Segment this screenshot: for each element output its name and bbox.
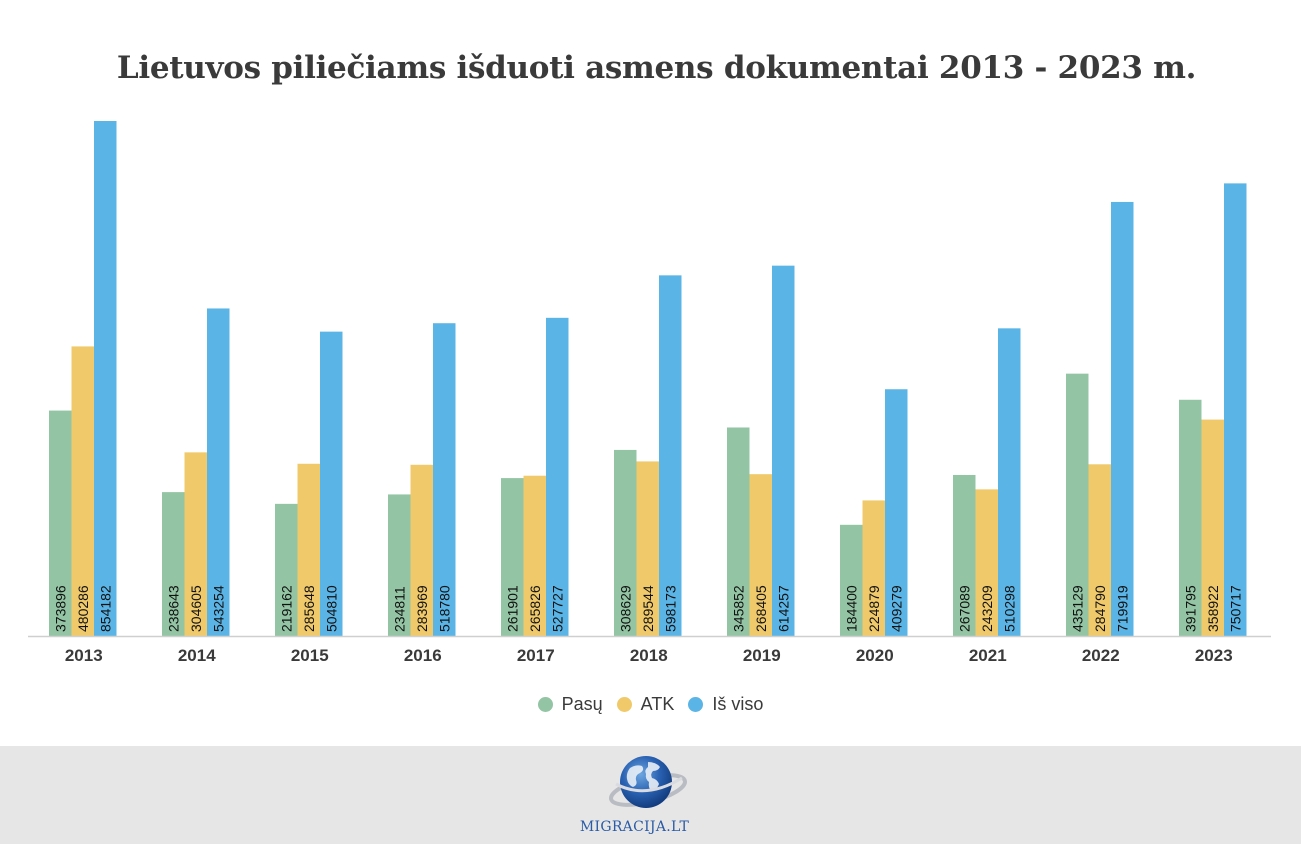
x-tick-label-2013: 2013 <box>65 646 103 665</box>
x-tick-label-2017: 2017 <box>517 646 555 665</box>
data-label-Pasų-2013: 373896 <box>52 585 68 632</box>
data-label-Pasų-2020: 184400 <box>843 585 859 632</box>
data-label-Iš viso-2021: 510298 <box>1001 585 1017 632</box>
bar-ATK-2016 <box>410 464 433 636</box>
x-tick-label-2022: 2022 <box>1082 646 1120 665</box>
data-label-ATK-2016: 283969 <box>414 585 430 632</box>
data-label-ATK-2020: 224879 <box>866 585 882 632</box>
bar-ATK-2022 <box>1088 464 1111 636</box>
bar-ATK-2014 <box>184 452 207 636</box>
data-label-Iš viso-2014: 543254 <box>210 585 226 632</box>
legend: Pasų ATK Iš viso <box>0 694 1301 715</box>
bar-Pasų-2017 <box>501 478 524 636</box>
data-label-ATK-2015: 285648 <box>301 585 317 632</box>
bar-ATK-2015 <box>297 463 320 636</box>
legend-label-is-viso: Iš viso <box>712 694 764 714</box>
data-label-Pasų-2023: 391795 <box>1182 585 1198 632</box>
data-label-ATK-2019: 268405 <box>753 585 769 632</box>
bar-ATK-2018 <box>636 461 659 636</box>
data-label-ATK-2013: 480286 <box>75 585 91 632</box>
bar-Iš viso-2023 <box>1224 183 1247 636</box>
bar-Iš viso-2020 <box>885 389 908 636</box>
bar-ATK-2019 <box>749 474 772 636</box>
data-label-ATK-2022: 284790 <box>1092 585 1108 632</box>
data-label-ATK-2014: 304605 <box>188 585 204 632</box>
bar-Pasų-2022 <box>1066 373 1089 636</box>
bar-ATK-2023 <box>1201 419 1224 636</box>
legend-label-pasu: Pasų <box>561 694 603 714</box>
legend-swatch-atk <box>616 697 632 712</box>
bar-Pasų-2016 <box>388 494 411 636</box>
x-tick-label-2015: 2015 <box>291 646 329 665</box>
data-label-Pasų-2017: 261901 <box>504 585 520 632</box>
legend-item-atk: ATK <box>616 694 675 715</box>
bar-chart: 373896 480286 854182 2013 238643 304605 543254… <box>28 121 1271 665</box>
data-label-Pasų-2018: 308629 <box>617 585 633 632</box>
bar-Iš viso-2018 <box>659 275 682 636</box>
bar-Iš viso-2021 <box>998 328 1021 636</box>
bar-Iš viso-2017 <box>546 317 569 636</box>
data-label-Iš viso-2020: 409279 <box>888 585 904 632</box>
data-label-Iš viso-2018: 598173 <box>662 585 678 632</box>
legend-item-is-viso: Iš viso <box>688 694 763 715</box>
bar-Pasų-2021 <box>953 474 976 636</box>
bar-Pasų-2014 <box>162 492 185 636</box>
data-label-Pasų-2022: 435129 <box>1069 585 1085 632</box>
data-label-Iš viso-2022: 719919 <box>1114 585 1130 632</box>
legend-label-atk: ATK <box>640 694 675 714</box>
chart-title: Lietuvos piliečiams išduoti asmens dokum… <box>116 50 1197 86</box>
bar-Iš viso-2014 <box>207 308 230 636</box>
bar-Pasų-2019 <box>727 427 750 636</box>
data-label-Iš viso-2016: 518780 <box>436 585 452 632</box>
data-label-Iš viso-2017: 527727 <box>549 585 565 632</box>
bar-Pasų-2015 <box>275 503 298 636</box>
bar-Iš viso-2019 <box>772 265 795 636</box>
legend-item-pasu: Pasų <box>537 694 603 715</box>
data-label-ATK-2021: 243209 <box>979 585 995 632</box>
data-label-Pasų-2016: 234811 <box>391 586 407 632</box>
legend-swatch-pasu <box>537 697 553 712</box>
x-tick-label-2014: 2014 <box>178 646 216 665</box>
bar-ATK-2017 <box>523 475 546 636</box>
data-label-Pasų-2019: 345852 <box>730 585 746 632</box>
x-tick-label-2016: 2016 <box>404 646 442 665</box>
x-tick-label-2023: 2023 <box>1195 646 1233 665</box>
bar-ATK-2021 <box>975 489 998 636</box>
data-label-ATK-2023: 358922 <box>1205 585 1221 632</box>
logo-text: MIGRACIJA.LT <box>579 819 690 835</box>
legend-swatch-is-viso <box>688 697 704 712</box>
data-label-Iš viso-2013: 854182 <box>97 585 113 632</box>
footer: MIGRACIJA.LT <box>0 746 1301 844</box>
data-label-Pasų-2014: 238643 <box>165 585 181 632</box>
data-label-Iš viso-2015: 504810 <box>323 585 339 632</box>
x-tick-label-2020: 2020 <box>856 646 894 665</box>
data-label-Iš viso-2019: 614257 <box>775 585 791 632</box>
globe-icon <box>609 756 687 808</box>
data-label-ATK-2017: 265826 <box>527 585 543 632</box>
bar-Pasų-2023 <box>1179 399 1202 636</box>
bar-Iš viso-2015 <box>320 331 343 636</box>
bar-ATK-2020 <box>862 500 885 636</box>
data-label-ATK-2018: 289544 <box>640 585 656 632</box>
x-tick-label-2019: 2019 <box>743 646 781 665</box>
x-tick-label-2018: 2018 <box>630 646 668 665</box>
bar-Pasų-2018 <box>614 449 637 636</box>
data-label-Pasų-2021: 267089 <box>956 585 972 632</box>
data-label-Iš viso-2023: 750717 <box>1227 585 1243 632</box>
bar-Iš viso-2013 <box>94 121 117 636</box>
bar-Pasų-2013 <box>49 410 72 636</box>
x-tick-label-2021: 2021 <box>969 646 1007 665</box>
bar-ATK-2013 <box>71 346 94 636</box>
bar-Pasų-2020 <box>840 524 863 636</box>
bar-Iš viso-2022 <box>1111 201 1134 636</box>
data-label-Pasų-2015: 219162 <box>278 585 294 632</box>
bar-Iš viso-2016 <box>433 323 456 636</box>
